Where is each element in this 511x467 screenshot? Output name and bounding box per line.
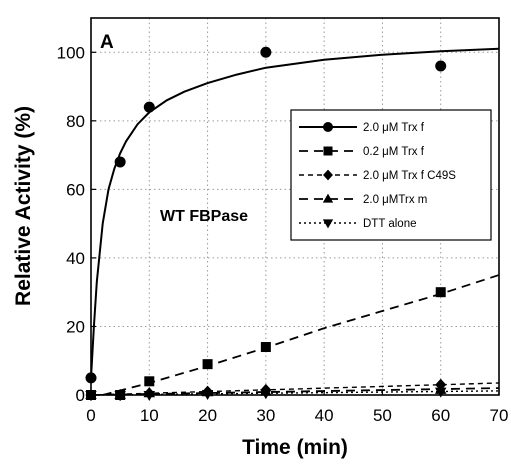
legend: 2.0 μM Trx f 0.2 μM Trx f 2.0 μM Trx f C49… [290,109,492,241]
axis-ticks: 0 10 20 30 40 50 60 70 0 20 40 60 80 100 [57,43,509,425]
x-axis-title: Time (min) [242,436,348,459]
y-tick-label: 100 [57,43,85,62]
series-line-2 [102,274,500,396]
data-point-series-1 [143,101,155,113]
data-point-series-2 [260,342,271,353]
data-point-series-1 [435,60,447,72]
y-axis-title: Relative Activity (%) [12,106,35,306]
y-tick-label: 20 [66,317,85,336]
legend-marker-3 [323,169,333,181]
y-tick-label: 60 [66,180,85,199]
legend-marker-2 [323,146,333,156]
x-tick-label: 20 [198,406,217,425]
x-tick-label: 50 [373,406,392,425]
legend-label-3: 2.0 μM Trx f C49S [363,170,456,182]
y-tick-label: 40 [66,249,85,268]
x-tick-label: 10 [140,406,159,425]
series-line-4 [90,387,500,396]
chart-annotation: WT FBPase [160,208,248,225]
legend-label-1: 2.0 μM Trx f [363,122,425,134]
legend-label-4: 2.0 μMTrx m [363,194,427,206]
x-tick-label: 60 [431,406,450,425]
x-tick-label: 40 [315,406,334,425]
data-point-series-1 [260,46,272,58]
data-point-series-5 [143,391,156,401]
data-point-series-2 [202,359,213,370]
panel-label: A [100,32,114,53]
legend-label-2: 0.2 μM Trx f [363,146,425,158]
data-point-series-2 [435,287,446,298]
x-tick-label: 70 [490,406,509,425]
plot-frame [90,17,500,396]
data-point-series-5 [85,391,97,401]
x-tick-label: 30 [256,406,275,425]
legend-marker-1 [323,122,333,132]
x-tick-label: 0 [86,406,95,425]
series-line-5 [90,390,500,396]
y-tick-label: 0 [76,386,85,405]
legend-marker-5 [322,219,334,229]
legend-label-5: DTT alone [363,218,416,230]
data-point-series-2 [144,376,155,387]
data-point-series-1 [114,156,126,168]
y-tick-label: 80 [66,112,85,131]
data-point-series-5 [114,391,126,401]
legend-marker-4 [322,193,334,203]
